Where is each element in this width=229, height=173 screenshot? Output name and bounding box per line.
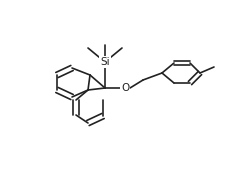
Text: O: O	[121, 83, 129, 93]
Text: Si: Si	[100, 57, 110, 67]
